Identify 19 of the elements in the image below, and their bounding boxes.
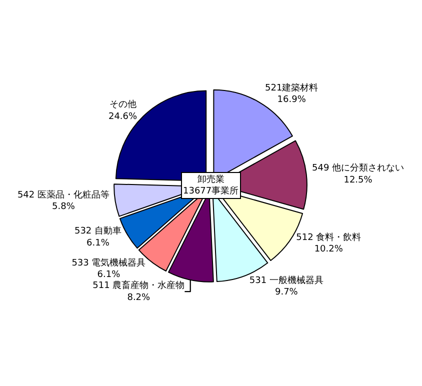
data-label: 24.6% bbox=[108, 112, 138, 122]
slice-label: その他 bbox=[109, 99, 136, 110]
data-label: 8.2% bbox=[127, 292, 151, 303]
slice-label: 533 電気機械器具 bbox=[72, 258, 146, 269]
slice-label: 521建築材料 bbox=[264, 82, 318, 94]
data-label: 6.1% bbox=[86, 238, 110, 248]
data-label: 5.8% bbox=[52, 202, 76, 212]
slice-label: 542 医薬品・化粧品等 bbox=[17, 189, 110, 200]
data-label: 16.9% bbox=[277, 95, 306, 106]
data-label: 9.7% bbox=[274, 287, 298, 298]
slice-label: 511 農畜産物・水産物 bbox=[92, 280, 185, 292]
data-label: 10.2% bbox=[314, 244, 344, 254]
slice-label: 512 食料・飲料 bbox=[296, 232, 362, 243]
slice-label: 549 他に分類されない bbox=[312, 162, 404, 174]
data-label: 12.5% bbox=[344, 175, 373, 186]
data-label: 6.1% bbox=[97, 270, 121, 280]
slice-label: 532 自動車 bbox=[74, 226, 122, 237]
slice-label: 531 一般機械器具 bbox=[249, 274, 324, 286]
text: 卸売業 13677事業所 bbox=[183, 174, 239, 197]
